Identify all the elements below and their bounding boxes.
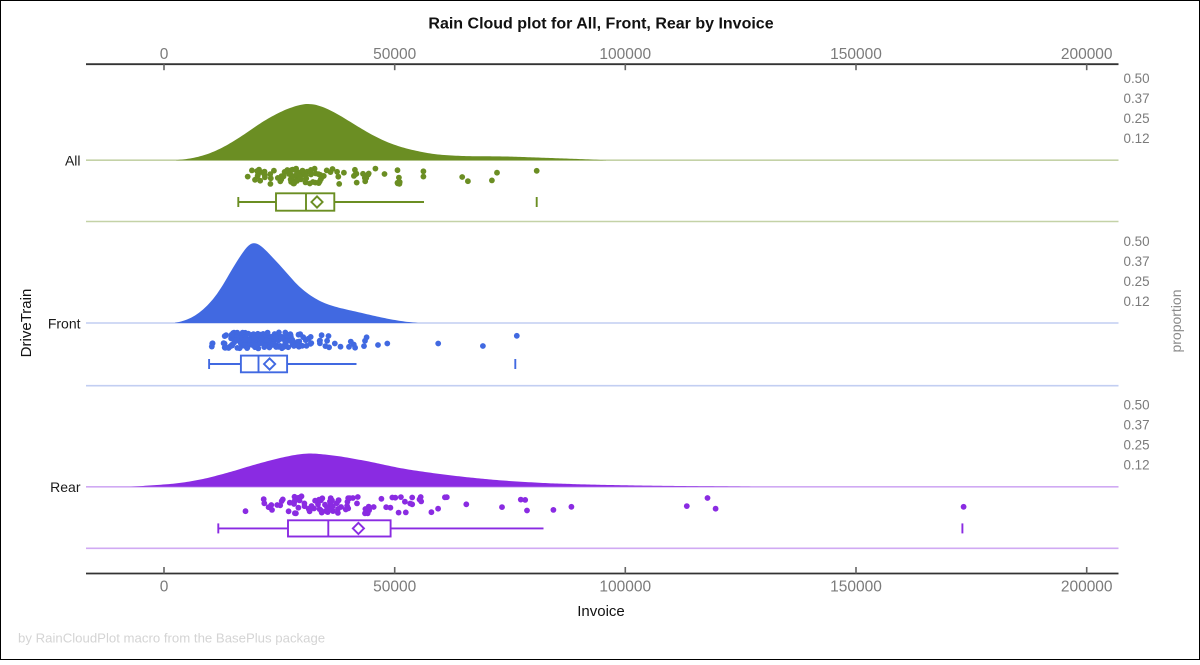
svg-text:0.37: 0.37 <box>1124 254 1150 269</box>
svg-text:200000: 200000 <box>1061 46 1113 63</box>
svg-text:50000: 50000 <box>373 578 416 595</box>
svg-text:0.50: 0.50 <box>1124 234 1150 249</box>
svg-text:by RainCloudPlot macro from th: by RainCloudPlot macro from the BasePlus… <box>18 631 325 646</box>
svg-text:Rear: Rear <box>50 479 81 495</box>
svg-text:0.25: 0.25 <box>1124 111 1150 126</box>
svg-text:0: 0 <box>160 46 169 63</box>
svg-text:150000: 150000 <box>830 578 882 595</box>
svg-text:DriveTrain: DriveTrain <box>18 289 35 358</box>
svg-text:0.12: 0.12 <box>1124 458 1150 473</box>
svg-text:0.12: 0.12 <box>1124 294 1150 309</box>
svg-text:Front: Front <box>48 315 81 331</box>
svg-text:0.37: 0.37 <box>1124 91 1150 106</box>
svg-text:100000: 100000 <box>599 46 651 63</box>
svg-text:Invoice: Invoice <box>577 603 625 620</box>
svg-text:All: All <box>65 153 81 169</box>
svg-text:200000: 200000 <box>1061 578 1113 595</box>
svg-text:0.37: 0.37 <box>1124 418 1150 433</box>
svg-text:0: 0 <box>160 578 169 595</box>
svg-text:50000: 50000 <box>373 46 416 63</box>
svg-text:100000: 100000 <box>599 578 651 595</box>
svg-text:150000: 150000 <box>830 46 882 63</box>
svg-text:0.50: 0.50 <box>1124 71 1150 86</box>
svg-text:Rain Cloud plot for All, Front: Rain Cloud plot for All, Front, Rear by … <box>428 16 773 33</box>
svg-text:0.25: 0.25 <box>1124 438 1150 453</box>
svg-text:0.25: 0.25 <box>1124 274 1150 289</box>
svg-text:proportion: proportion <box>1168 289 1184 352</box>
svg-text:0.50: 0.50 <box>1124 398 1150 413</box>
svg-text:0.12: 0.12 <box>1124 131 1150 146</box>
